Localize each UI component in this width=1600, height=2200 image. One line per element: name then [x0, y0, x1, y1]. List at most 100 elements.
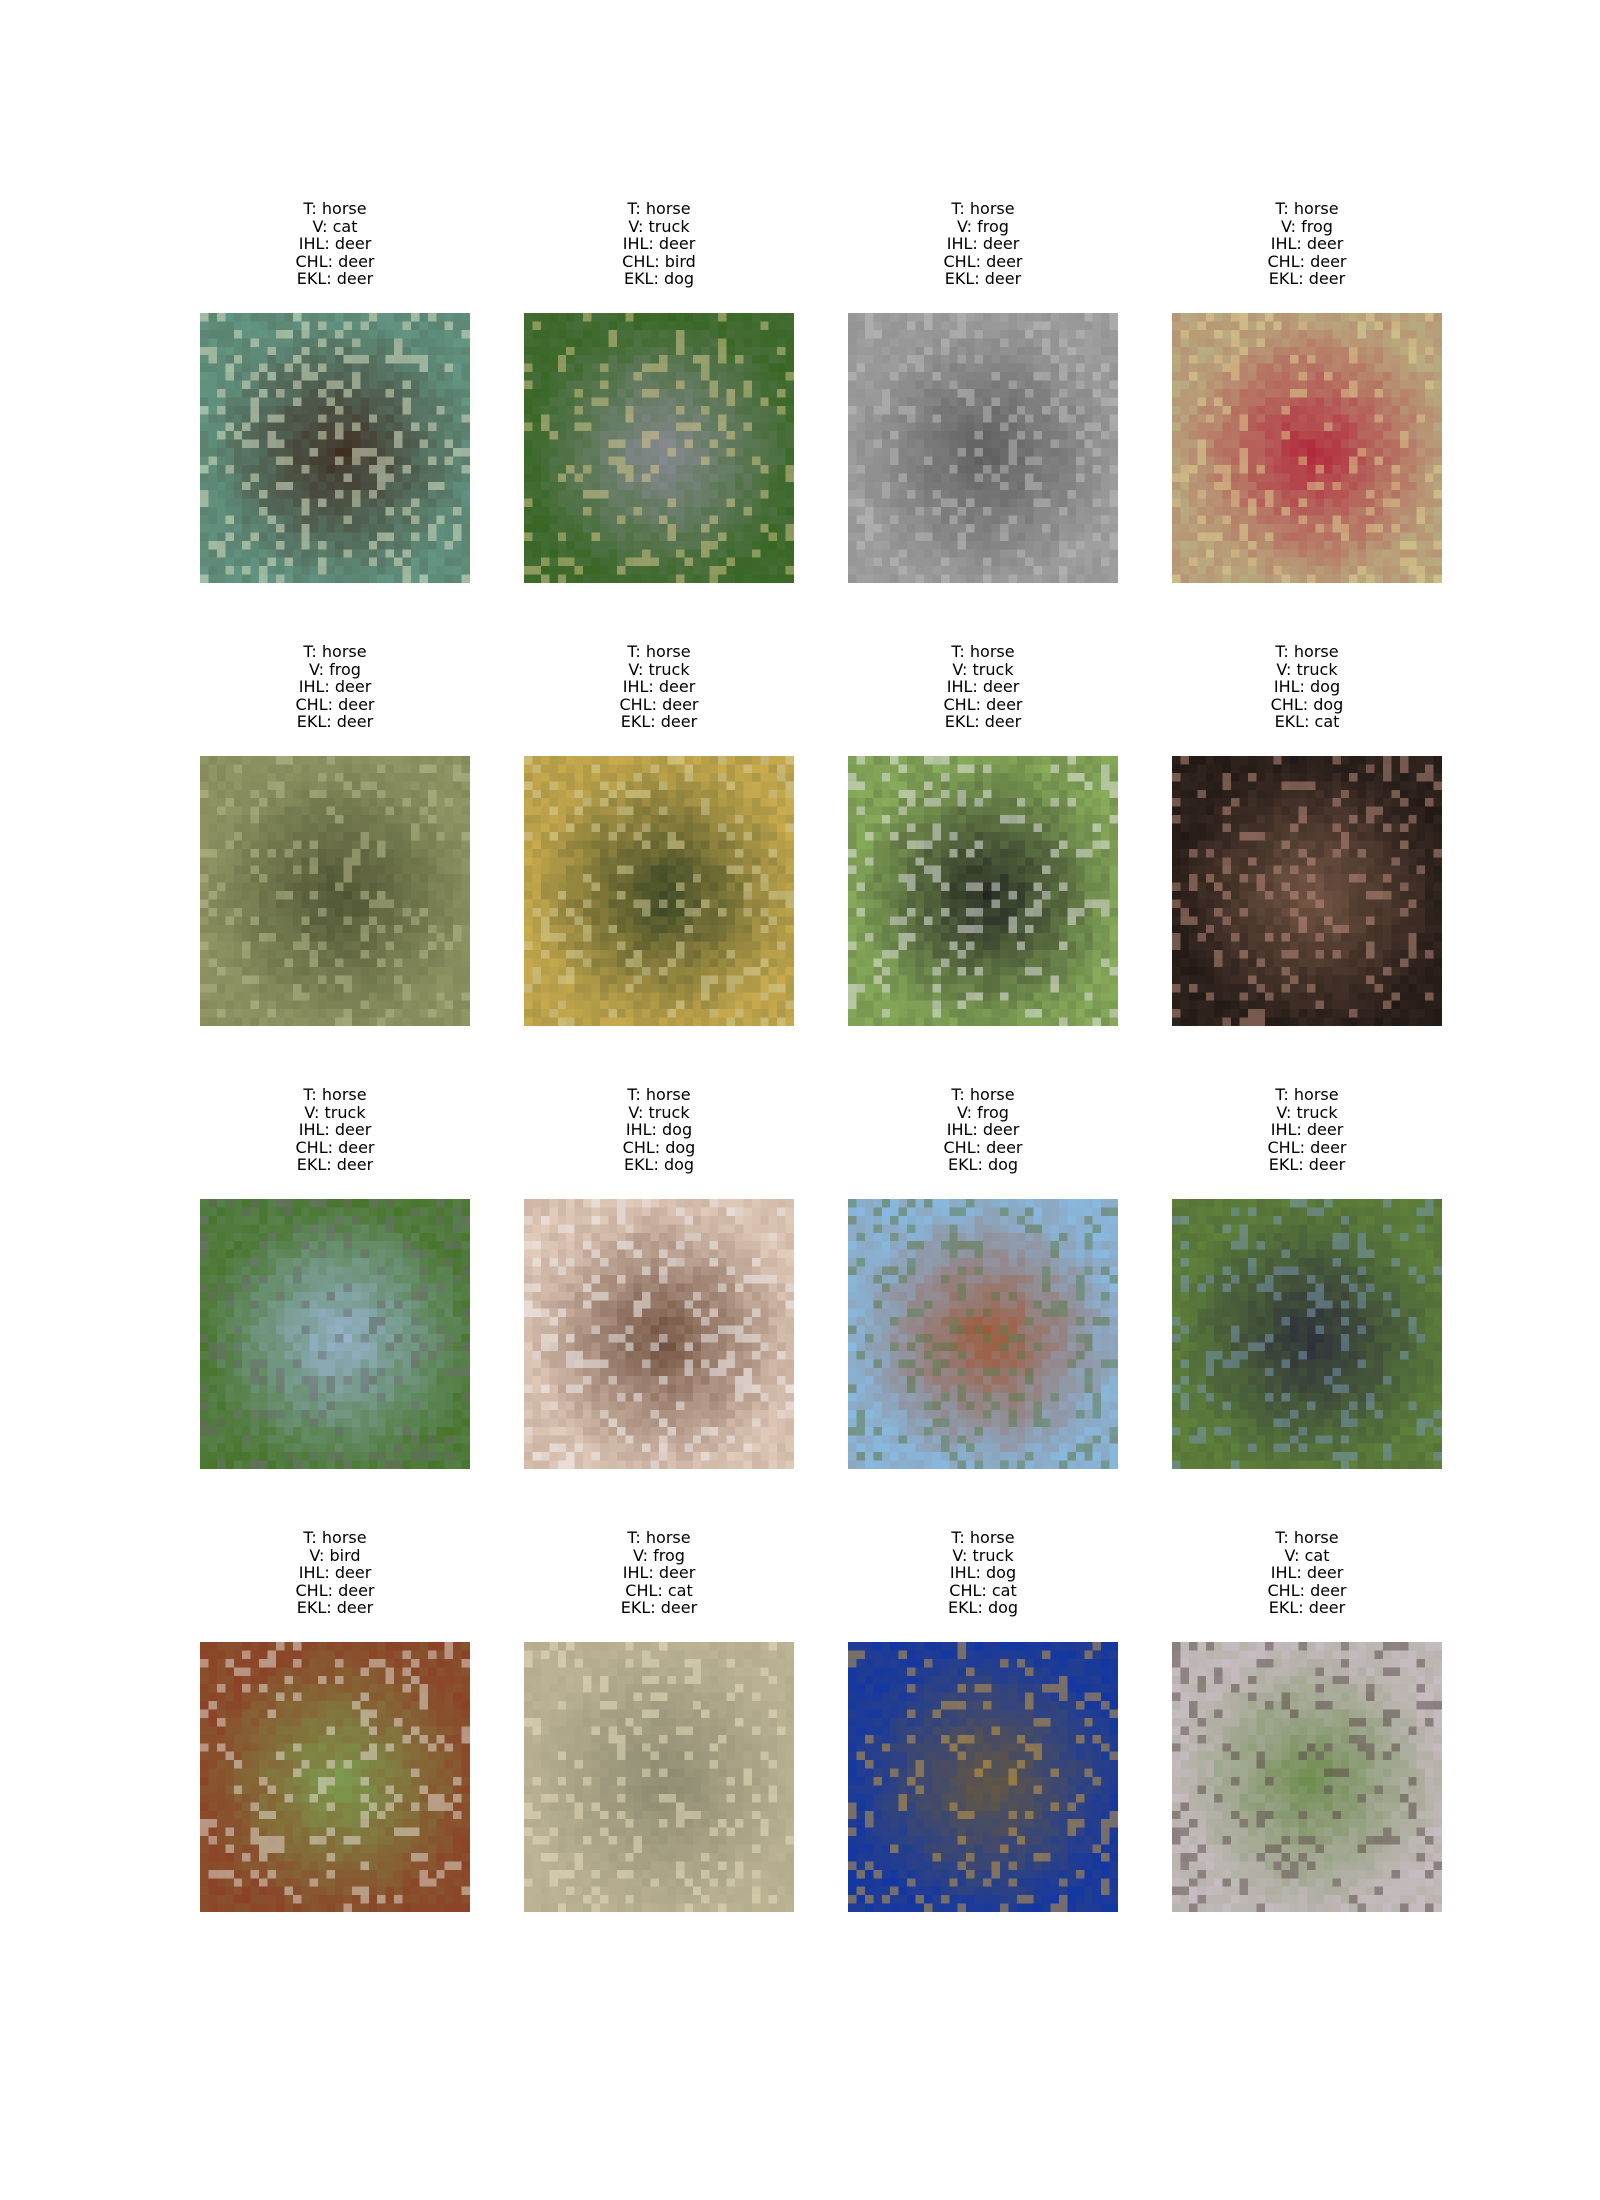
grid-cell: T: horse V: cat IHL: deer CHL: deer EKL: dee… [200, 200, 470, 583]
ekl-label: EKL: deer [620, 1598, 698, 1617]
cell-caption: T: horse V: truck IHL: dog CHL: cat EKL: dog [848, 1529, 1118, 1617]
cell-caption: T: horse V: cat IHL: deer CHL: deer EKL: dee… [200, 200, 470, 288]
cell-caption: T: horse V: truck IHL: deer CHL: deer EKL: d… [200, 1086, 470, 1174]
cell-caption: T: horse V: frog IHL: deer CHL: deer EKL: do… [848, 1086, 1118, 1174]
ihl-label: IHL: deer [946, 234, 1020, 253]
ihl-label: IHL: deer [298, 1120, 372, 1139]
cell-caption: T: horse V: cat IHL: deer CHL: deer EKL: dee… [1172, 1529, 1442, 1617]
grid-cell: T: horse V: frog IHL: deer CHL: deer EKL: de… [1172, 200, 1442, 583]
chl-label: CHL: deer [295, 251, 375, 271]
ekl-label: EKL: deer [944, 712, 1022, 731]
chl-label: CHL: dog [622, 1137, 696, 1157]
thumbnail-image [200, 1642, 470, 1912]
grid-cell: T: horse V: frog IHL: deer CHL: deer EKL: do… [848, 1086, 1118, 1469]
thumbnail-image [200, 1199, 470, 1469]
ihl-label: IHL: deer [1270, 1120, 1344, 1139]
ekl-label: EKL: deer [1268, 1598, 1346, 1617]
ekl-label: EKL: deer [296, 269, 374, 288]
ekl-label: EKL: deer [296, 1155, 374, 1174]
chl-label: CHL: deer [1267, 251, 1347, 271]
true-label: T: horse [303, 199, 367, 218]
chl-label: CHL: cat [625, 1580, 693, 1600]
cell-caption: T: horse V: truck IHL: dog CHL: dog EKL: cat [1172, 643, 1442, 731]
v-label: V: frog [633, 1545, 685, 1565]
grid-cell: T: horse V: bird IHL: deer CHL: deer EKL: de… [200, 1529, 470, 1912]
grid-cell: T: horse V: frog IHL: deer CHL: deer EKL: de… [848, 200, 1118, 583]
thumbnail-image [200, 756, 470, 1026]
v-label: V: truck [952, 1545, 1014, 1565]
cell-caption: T: horse V: truck IHL: dog CHL: dog EKL: dog [524, 1086, 794, 1174]
v-label: V: bird [309, 1545, 361, 1565]
ihl-label: IHL: deer [622, 1563, 696, 1582]
thumbnail-image [1172, 1642, 1442, 1912]
v-label: V: truck [304, 1102, 366, 1122]
ekl-label: EKL: deer [296, 712, 374, 731]
true-label: T: horse [627, 1528, 691, 1547]
ekl-label: EKL: dog [623, 269, 695, 288]
grid-cell: T: horse V: frog IHL: deer CHL: cat EKL: dee… [524, 1529, 794, 1912]
true-label: T: horse [1275, 199, 1339, 218]
chl-label: CHL: deer [1267, 1580, 1347, 1600]
chl-label: CHL: bird [622, 251, 696, 271]
ihl-label: IHL: dog [1273, 677, 1341, 696]
true-label: T: horse [303, 642, 367, 661]
v-label: V: frog [957, 1102, 1009, 1122]
ihl-label: IHL: deer [622, 677, 696, 696]
chl-label: CHL: deer [295, 694, 375, 714]
true-label: T: horse [627, 1085, 691, 1104]
v-label: V: frog [309, 659, 361, 679]
thumbnail-image [524, 1199, 794, 1469]
thumbnail-image [200, 313, 470, 583]
ekl-label: EKL: dog [947, 1155, 1019, 1174]
thumbnail-image [524, 1642, 794, 1912]
true-label: T: horse [951, 1528, 1015, 1547]
grid-cell: T: horse V: truck IHL: deer CHL: deer EKL: d… [1172, 1086, 1442, 1469]
true-label: T: horse [1275, 642, 1339, 661]
true-label: T: horse [627, 642, 691, 661]
chl-label: CHL: deer [943, 694, 1023, 714]
grid-cell: T: horse V: truck IHL: deer CHL: deer EKL: d… [848, 643, 1118, 1026]
ekl-label: EKL: deer [1268, 269, 1346, 288]
ihl-label: IHL: deer [1270, 234, 1344, 253]
ekl-label: EKL: dog [947, 1598, 1019, 1617]
true-label: T: horse [951, 199, 1015, 218]
grid-cell: T: horse V: truck IHL: deer CHL: bird EKL: d… [524, 200, 794, 583]
chl-label: CHL: cat [949, 1580, 1017, 1600]
true-label: T: horse [303, 1085, 367, 1104]
grid-cell: T: horse V: truck IHL: deer CHL: deer EKL: d… [200, 1086, 470, 1469]
true-label: T: horse [1275, 1085, 1339, 1104]
thumbnail-image [848, 756, 1118, 1026]
ihl-label: IHL: deer [622, 234, 696, 253]
v-label: V: truck [1276, 1102, 1338, 1122]
true-label: T: horse [951, 1085, 1015, 1104]
cell-caption: T: horse V: frog IHL: deer CHL: deer EKL: de… [848, 200, 1118, 288]
thumbnail-image [1172, 1199, 1442, 1469]
ihl-label: IHL: deer [298, 234, 372, 253]
grid-cell: T: horse V: truck IHL: dog CHL: dog EKL: dog [524, 1086, 794, 1469]
ekl-label: EKL: deer [296, 1598, 374, 1617]
ihl-label: IHL: dog [625, 1120, 693, 1139]
ihl-label: IHL: deer [946, 677, 1020, 696]
ihl-label: IHL: deer [298, 677, 372, 696]
cell-caption: T: horse V: truck IHL: deer CHL: deer EKL: d… [848, 643, 1118, 731]
ihl-label: IHL: deer [298, 1563, 372, 1582]
chl-label: CHL: deer [619, 694, 699, 714]
true-label: T: horse [303, 1528, 367, 1547]
v-label: V: truck [628, 659, 690, 679]
ihl-label: IHL: dog [949, 1563, 1017, 1582]
thumbnail-image [524, 313, 794, 583]
thumbnail-image [1172, 313, 1442, 583]
grid-cell: T: horse V: truck IHL: dog CHL: cat EKL: dog [848, 1529, 1118, 1912]
cell-caption: T: horse V: truck IHL: deer CHL: bird EKL: d… [524, 200, 794, 288]
ekl-label: EKL: deer [1268, 1155, 1346, 1174]
thumbnail-image [848, 1642, 1118, 1912]
cell-caption: T: horse V: bird IHL: deer CHL: deer EKL: de… [200, 1529, 470, 1617]
cell-caption: T: horse V: frog IHL: deer CHL: cat EKL: dee… [524, 1529, 794, 1617]
v-label: V: frog [957, 216, 1009, 236]
v-label: V: truck [952, 659, 1014, 679]
cell-caption: T: horse V: truck IHL: deer CHL: deer EKL: d… [1172, 1086, 1442, 1174]
chl-label: CHL: deer [1267, 1137, 1347, 1157]
thumbnail-image [524, 756, 794, 1026]
cell-caption: T: horse V: truck IHL: deer CHL: deer EKL: d… [524, 643, 794, 731]
